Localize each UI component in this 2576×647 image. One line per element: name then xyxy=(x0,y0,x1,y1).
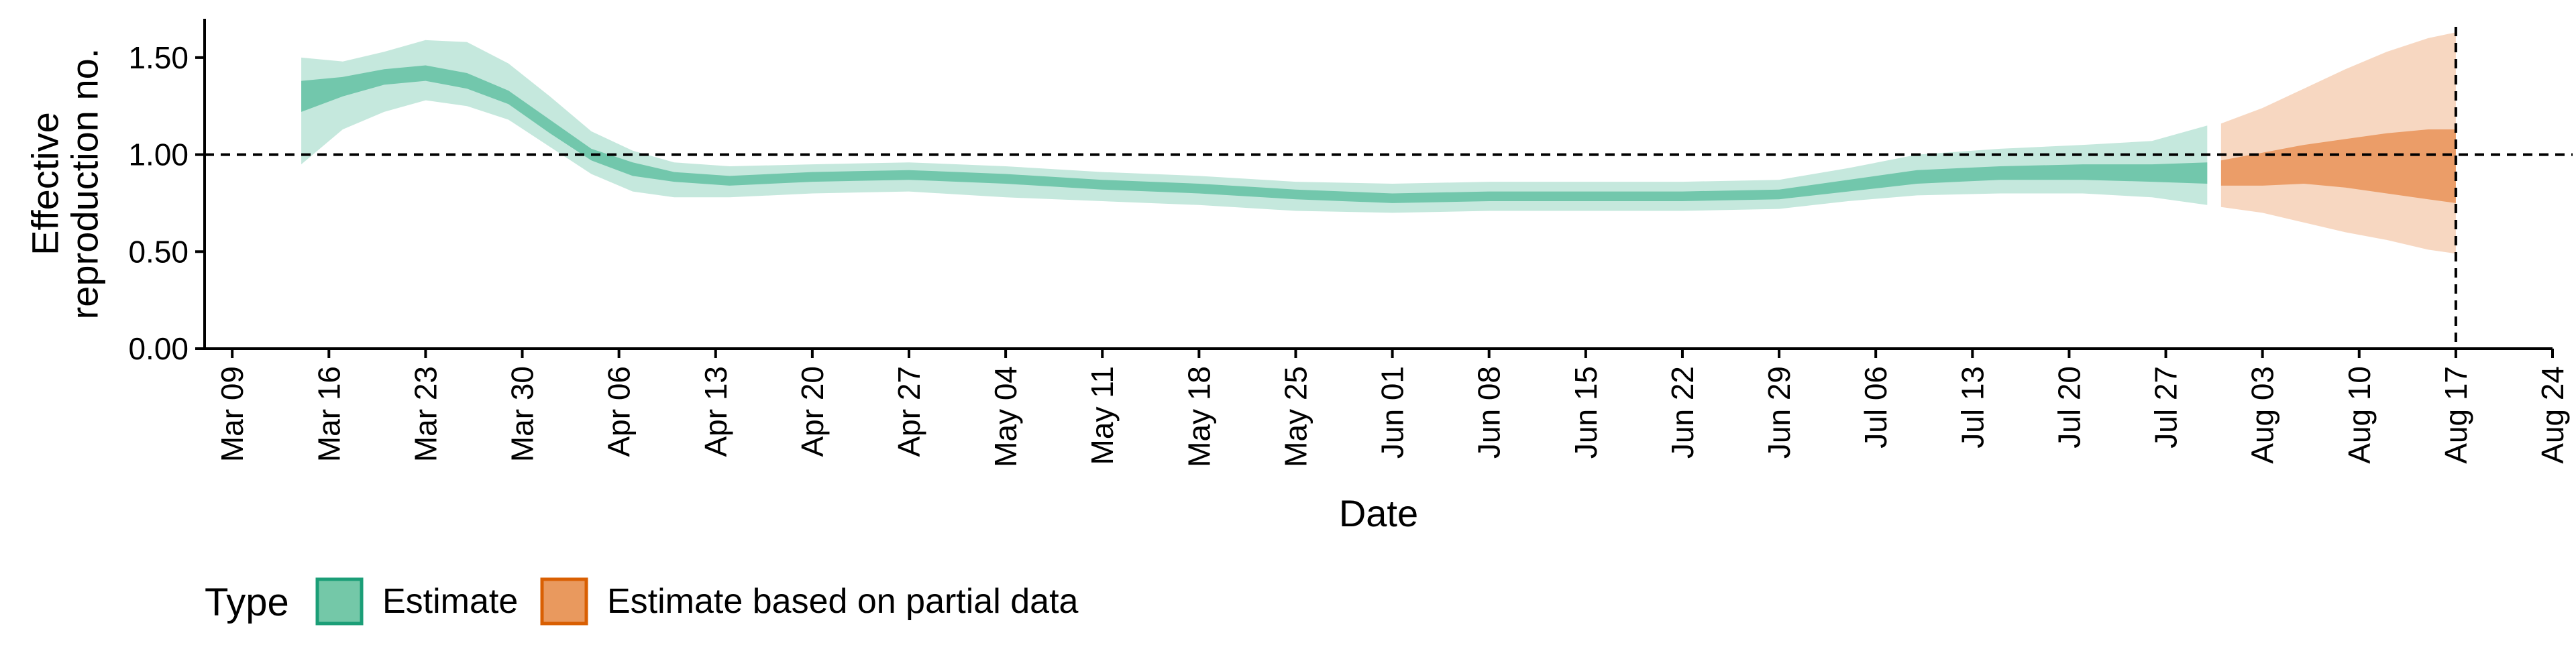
x-tick-label: Mar 30 xyxy=(505,366,540,462)
x-tick-label: Apr 06 xyxy=(602,366,637,457)
legend-title: Type xyxy=(205,581,289,624)
x-tick-label: Mar 09 xyxy=(215,366,250,462)
x-axis-title: Date xyxy=(1339,492,1418,534)
x-tick-label: Jun 15 xyxy=(1568,366,1603,459)
x-tick-label: Aug 24 xyxy=(2535,366,2570,464)
y-tick-label: 0.00 xyxy=(128,331,189,366)
legend-key-partial xyxy=(540,577,588,626)
x-tick-label: May 04 xyxy=(988,366,1023,467)
x-tick-label: Jun 08 xyxy=(1472,366,1507,459)
x-tick-label: Jun 22 xyxy=(1665,366,1700,459)
x-tick-label: Jul 20 xyxy=(2051,366,2086,449)
reference-lines-layer xyxy=(205,27,2573,349)
y-tick-label: 0.50 xyxy=(128,234,189,269)
y-axis-title: Effectivereproduction no. xyxy=(24,48,106,320)
legend-label-partial: Estimate based on partial data xyxy=(607,582,1079,621)
partial-estimate-band-50 xyxy=(2220,129,2456,203)
legend-label-estimate: Estimate xyxy=(382,582,518,621)
x-tick-label: Aug 10 xyxy=(2342,366,2377,464)
legend: Type Estimate Estimate based on partial da… xyxy=(205,577,1079,626)
x-tick-label: Jul 13 xyxy=(1955,366,1990,449)
x-tick-label: Apr 20 xyxy=(795,366,830,457)
y-axis-title-line: reproduction no. xyxy=(63,48,105,320)
x-tick-label: Apr 13 xyxy=(698,366,733,457)
x-tick-label: May 18 xyxy=(1181,366,1216,467)
y-tick-label: 1.00 xyxy=(128,137,189,172)
x-tick-label: May 25 xyxy=(1279,366,1313,467)
axes-layer: 0.00 0.50 1.00 1.50 Mar 09 Mar 16 Mar 23 Mar 30… xyxy=(128,19,2570,467)
estimate-band-90 xyxy=(301,40,2208,213)
x-tick-label: May 11 xyxy=(1085,366,1120,465)
x-tick-label: Jun 29 xyxy=(1762,366,1796,459)
x-tick-label: Jul 06 xyxy=(1858,366,1893,449)
y-tick-label: 1.50 xyxy=(128,40,189,75)
legend-key-estimate xyxy=(315,577,364,626)
x-tick-label: Aug 03 xyxy=(2245,366,2280,464)
x-tick-label: Jul 27 xyxy=(2149,366,2184,449)
x-tick-label: Mar 23 xyxy=(408,366,443,462)
x-tick-label: Aug 17 xyxy=(2438,366,2473,464)
bands-layer xyxy=(301,32,2456,254)
y-axis-title-line: Effective xyxy=(24,112,66,255)
x-tick-label: Jun 01 xyxy=(1375,366,1410,459)
x-tick-label: Apr 27 xyxy=(892,366,926,457)
x-tick-label: Mar 16 xyxy=(311,366,346,462)
